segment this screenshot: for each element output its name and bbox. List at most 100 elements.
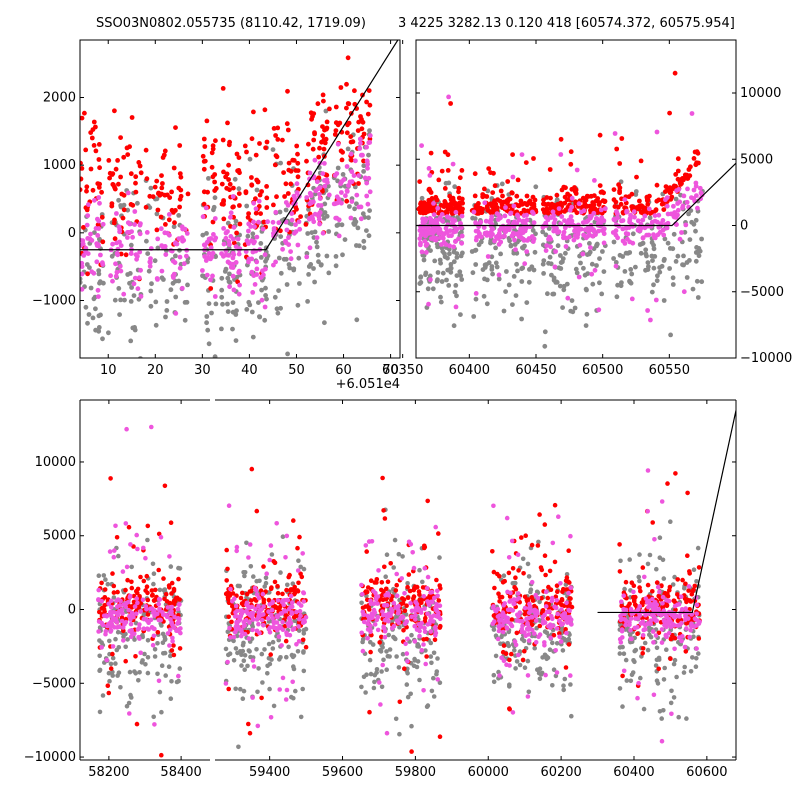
point-red: [541, 197, 546, 203]
point-magenta: [672, 210, 677, 215]
point-grey: [242, 573, 247, 579]
point-magenta: [203, 205, 209, 211]
point-magenta: [296, 639, 302, 644]
point-grey: [405, 581, 410, 586]
point-red: [696, 565, 702, 570]
point-grey: [493, 633, 499, 638]
point-magenta: [170, 258, 176, 264]
point-magenta: [144, 230, 150, 235]
point-grey: [230, 300, 236, 305]
point-grey: [564, 572, 570, 577]
point-red: [224, 547, 229, 553]
point-magenta: [135, 286, 141, 292]
point-grey: [126, 700, 132, 706]
point-grey: [116, 553, 121, 559]
point-red: [524, 193, 530, 199]
point-magenta: [426, 301, 431, 307]
point-grey: [367, 657, 373, 663]
point-grey: [617, 686, 623, 691]
point-grey: [560, 305, 565, 310]
point-red: [143, 204, 149, 210]
point-red: [310, 146, 316, 152]
point-grey: [563, 250, 568, 256]
point-magenta: [269, 607, 275, 613]
point-magenta: [388, 613, 393, 619]
point-red: [112, 184, 117, 190]
point-grey: [630, 670, 636, 675]
point-magenta: [250, 658, 256, 663]
point-magenta: [358, 204, 364, 210]
point-grey: [490, 271, 495, 277]
point-red: [525, 597, 531, 602]
point-red: [654, 182, 660, 188]
point-red: [653, 208, 659, 213]
point-grey: [342, 237, 348, 243]
point-red: [486, 166, 492, 172]
point-magenta: [208, 236, 214, 241]
point-red: [154, 178, 160, 184]
point-red: [424, 636, 429, 642]
point-magenta: [500, 629, 506, 635]
point-grey: [361, 163, 367, 169]
point-grey: [239, 663, 244, 668]
point-grey: [117, 362, 122, 367]
point-magenta: [558, 581, 563, 586]
point-grey: [432, 258, 438, 264]
point-grey: [182, 317, 188, 323]
point-grey: [155, 671, 160, 677]
point-red: [672, 70, 678, 76]
panel-top-right-ytick-label: −5000: [740, 285, 784, 300]
point-red: [568, 161, 574, 167]
point-red: [291, 158, 297, 163]
point-grey: [486, 260, 492, 266]
panel-top-right-xtick-label: 60400: [449, 363, 490, 378]
point-magenta: [620, 218, 626, 223]
panel-bottom-points: [223, 466, 702, 754]
point-grey: [304, 251, 310, 256]
point-red: [685, 176, 690, 181]
point-grey: [544, 656, 549, 662]
point-red: [637, 585, 642, 590]
point-magenta: [110, 241, 115, 247]
point-magenta: [223, 235, 229, 241]
point-red: [90, 187, 96, 193]
point-red: [491, 170, 496, 176]
point-grey: [284, 654, 289, 660]
point-grey: [397, 624, 402, 630]
point-magenta: [234, 544, 240, 550]
point-magenta: [125, 235, 130, 240]
point-red: [109, 201, 115, 207]
point-red: [209, 164, 215, 170]
point-magenta: [289, 610, 295, 615]
point-grey: [291, 653, 297, 658]
point-red: [177, 646, 183, 651]
point-red: [687, 569, 692, 574]
point-magenta: [380, 609, 385, 614]
point-magenta: [118, 268, 124, 274]
point-magenta: [421, 688, 426, 693]
point-magenta: [138, 294, 144, 299]
point-grey: [618, 283, 624, 289]
point-magenta: [588, 245, 593, 251]
point-grey: [384, 552, 390, 557]
point-red: [634, 174, 639, 180]
point-red: [564, 575, 570, 580]
point-red: [656, 197, 662, 203]
point-grey: [507, 684, 512, 689]
point-magenta: [281, 602, 287, 608]
point-red: [547, 167, 553, 172]
point-red: [514, 193, 520, 199]
point-grey: [270, 147, 276, 153]
point-magenta: [383, 612, 389, 618]
point-magenta: [96, 294, 101, 299]
point-magenta: [402, 591, 407, 596]
point-grey: [594, 263, 599, 268]
point-magenta: [580, 251, 586, 257]
point-red: [472, 171, 478, 177]
point-grey: [664, 647, 669, 652]
point-magenta: [85, 213, 91, 219]
point-grey: [285, 582, 290, 588]
point-red: [406, 572, 412, 577]
point-magenta: [615, 211, 620, 217]
point-grey: [366, 233, 372, 239]
